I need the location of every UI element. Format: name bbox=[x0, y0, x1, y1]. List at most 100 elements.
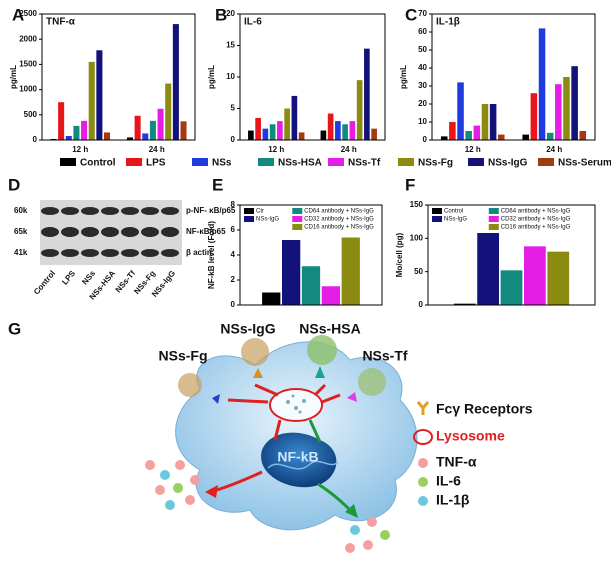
bar bbox=[546, 132, 554, 140]
bar bbox=[281, 240, 301, 305]
y-tick-label: 0 bbox=[423, 135, 428, 144]
band bbox=[161, 207, 179, 215]
band bbox=[61, 207, 79, 215]
bar bbox=[349, 121, 356, 140]
bar bbox=[522, 134, 529, 140]
band bbox=[81, 207, 99, 215]
legend-swatch bbox=[126, 158, 142, 166]
y-tick-label: 40 bbox=[418, 63, 427, 72]
legend-text: NSs-Fg bbox=[418, 158, 453, 169]
band bbox=[41, 227, 59, 237]
size-label: 60k bbox=[14, 206, 28, 215]
bar bbox=[104, 132, 111, 140]
y-tick-label: 4 bbox=[231, 250, 236, 259]
bar bbox=[291, 95, 298, 140]
legend-text: NSs-HSA bbox=[278, 158, 322, 169]
bar bbox=[555, 84, 562, 140]
bar bbox=[530, 93, 538, 140]
band bbox=[121, 249, 139, 257]
lysosome-content bbox=[286, 394, 306, 414]
bar bbox=[500, 270, 523, 305]
panel-label: D bbox=[8, 175, 20, 194]
bar bbox=[262, 128, 269, 140]
chart-title: IL-6 bbox=[244, 17, 262, 28]
bar bbox=[440, 136, 448, 140]
legend-swatch bbox=[398, 158, 414, 166]
band bbox=[101, 249, 119, 257]
bar bbox=[547, 251, 570, 305]
y-axis-label: pg/mL bbox=[9, 65, 18, 89]
bar bbox=[50, 138, 57, 140]
legend-swatch bbox=[488, 224, 499, 230]
particle-label: NSs-Fg bbox=[159, 348, 208, 364]
bar bbox=[157, 108, 164, 140]
bar bbox=[134, 115, 141, 140]
row-label: p-NF- κB/p65 bbox=[186, 206, 236, 215]
x-tick-label: 12 h bbox=[268, 145, 284, 154]
plot-frame bbox=[427, 204, 596, 306]
legend-text: CD64 antibody + NSs-IgG bbox=[304, 209, 374, 215]
bar bbox=[284, 108, 290, 140]
plot-frame bbox=[41, 13, 196, 141]
legend-swatch bbox=[488, 208, 499, 214]
band bbox=[41, 207, 59, 215]
bar bbox=[73, 125, 80, 140]
bar bbox=[165, 83, 172, 140]
legend-swatch bbox=[328, 158, 344, 166]
y-tick-label: 5 bbox=[231, 104, 236, 113]
bar bbox=[538, 28, 546, 140]
panel-label: F bbox=[405, 175, 415, 194]
row-label: β actin bbox=[186, 248, 212, 257]
bar bbox=[571, 66, 578, 140]
lane-label: LPS bbox=[60, 268, 77, 286]
legend-text: NSs-Tf bbox=[348, 158, 381, 169]
x-tick-label: 24 h bbox=[546, 145, 562, 154]
y-tick-label: 0 bbox=[419, 300, 424, 309]
bar bbox=[579, 131, 587, 140]
size-label: 65k bbox=[14, 227, 28, 236]
bar bbox=[489, 104, 497, 140]
x-tick-label: 24 h bbox=[149, 145, 165, 154]
legend-text: NSs-IgG bbox=[444, 217, 467, 223]
bar bbox=[298, 132, 305, 140]
legend-swatch bbox=[292, 224, 303, 230]
legend-swatch bbox=[244, 216, 254, 222]
bar bbox=[172, 24, 179, 140]
bar bbox=[327, 113, 334, 140]
band bbox=[61, 249, 79, 257]
secreted-cytokines bbox=[145, 460, 390, 553]
band bbox=[81, 227, 99, 237]
bar bbox=[81, 120, 88, 140]
bar bbox=[301, 266, 321, 305]
panel-label: B bbox=[215, 5, 227, 24]
y-axis-label: pg/mL bbox=[207, 65, 216, 89]
panel-label: G bbox=[8, 319, 21, 338]
particles bbox=[178, 335, 386, 404]
x-tick-label: 24 h bbox=[341, 145, 357, 154]
x-tick-label: 12 h bbox=[72, 145, 88, 154]
y-tick-label: 50 bbox=[418, 45, 427, 54]
arrow-head bbox=[205, 485, 218, 498]
legend-text: NSs bbox=[212, 158, 232, 169]
legend-swatch bbox=[538, 158, 554, 166]
arrow-head bbox=[345, 504, 358, 518]
bar bbox=[477, 233, 500, 305]
y-axis-label: pg/mL bbox=[399, 65, 408, 89]
legend-text: LPS bbox=[146, 158, 166, 169]
x-tick-label: 12 h bbox=[465, 145, 481, 154]
legend-text: Control bbox=[444, 209, 463, 215]
size-label: 41k bbox=[14, 248, 28, 257]
legend-text: CD16 antibody + NSs-IgG bbox=[501, 225, 571, 231]
bar bbox=[457, 82, 464, 140]
band bbox=[161, 227, 179, 237]
y-tick-label: 100 bbox=[410, 233, 424, 242]
legend-text: Fcγ Receptors bbox=[436, 401, 533, 417]
y-tick-label: 50 bbox=[414, 267, 423, 276]
band bbox=[41, 249, 59, 257]
bar bbox=[248, 130, 254, 140]
bar bbox=[563, 77, 570, 140]
nucleus bbox=[261, 432, 337, 488]
bar bbox=[262, 292, 281, 305]
legend-swatch bbox=[468, 158, 484, 166]
y-tick-label: 10 bbox=[418, 117, 427, 126]
